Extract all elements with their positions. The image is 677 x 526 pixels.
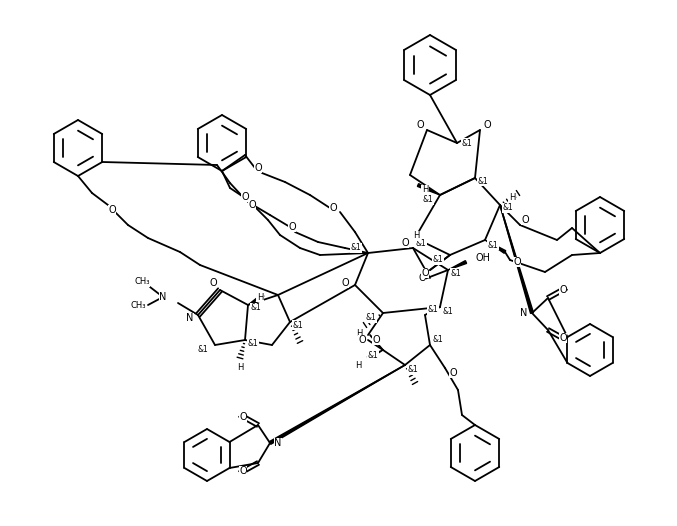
Text: O: O bbox=[372, 335, 380, 345]
Text: H: H bbox=[257, 292, 263, 301]
Polygon shape bbox=[248, 294, 264, 305]
Text: O: O bbox=[421, 268, 429, 278]
Text: O: O bbox=[483, 120, 491, 130]
Polygon shape bbox=[448, 260, 466, 270]
Text: O: O bbox=[239, 466, 247, 476]
Text: O: O bbox=[209, 278, 217, 288]
Polygon shape bbox=[485, 240, 506, 254]
Text: &1: &1 bbox=[248, 339, 259, 348]
Text: &1: &1 bbox=[368, 350, 378, 359]
Text: &1: &1 bbox=[451, 268, 461, 278]
Text: O: O bbox=[108, 205, 116, 215]
Text: O: O bbox=[559, 333, 567, 343]
Text: H: H bbox=[237, 363, 243, 372]
Text: O: O bbox=[239, 412, 247, 422]
Text: O: O bbox=[559, 285, 567, 295]
Text: O: O bbox=[288, 222, 296, 232]
Text: O: O bbox=[341, 278, 349, 288]
Text: &1: &1 bbox=[292, 320, 303, 329]
Text: &1: &1 bbox=[502, 204, 513, 213]
Text: H: H bbox=[355, 360, 362, 369]
Text: N: N bbox=[186, 313, 194, 323]
Text: &1: &1 bbox=[366, 313, 376, 322]
Polygon shape bbox=[418, 184, 440, 195]
Text: OH: OH bbox=[475, 253, 491, 263]
Polygon shape bbox=[368, 350, 383, 359]
Text: H: H bbox=[413, 231, 419, 240]
Text: N: N bbox=[159, 292, 167, 302]
Text: &1: &1 bbox=[428, 306, 439, 315]
Text: O: O bbox=[449, 368, 457, 378]
Text: &1: &1 bbox=[433, 336, 443, 345]
Polygon shape bbox=[269, 365, 405, 444]
Text: &1: &1 bbox=[408, 366, 418, 375]
Text: &1: &1 bbox=[250, 304, 261, 312]
Text: &1: &1 bbox=[478, 177, 488, 186]
Text: &1: &1 bbox=[433, 256, 443, 265]
Text: &1: &1 bbox=[462, 138, 473, 147]
Text: N: N bbox=[274, 438, 282, 448]
Text: CH₃: CH₃ bbox=[130, 300, 146, 309]
Text: O: O bbox=[513, 257, 521, 267]
Text: O: O bbox=[418, 273, 426, 283]
Text: O: O bbox=[401, 238, 409, 248]
Text: &1: &1 bbox=[416, 238, 427, 248]
Text: &1: &1 bbox=[487, 240, 498, 249]
Text: O: O bbox=[521, 215, 529, 225]
Text: O: O bbox=[254, 163, 262, 173]
Text: &1: &1 bbox=[351, 244, 362, 252]
Polygon shape bbox=[500, 205, 533, 313]
Text: &1: &1 bbox=[443, 308, 454, 317]
Text: H: H bbox=[509, 193, 515, 201]
Text: O: O bbox=[416, 120, 424, 130]
Text: H: H bbox=[422, 186, 428, 195]
Text: &1: &1 bbox=[198, 346, 209, 355]
Text: &1: &1 bbox=[422, 196, 433, 205]
Text: CH₃: CH₃ bbox=[134, 278, 150, 287]
Text: O: O bbox=[241, 192, 249, 202]
Text: H: H bbox=[356, 329, 362, 338]
Text: O: O bbox=[329, 203, 337, 213]
Text: N: N bbox=[521, 308, 527, 318]
Text: O: O bbox=[358, 335, 366, 345]
Text: O: O bbox=[248, 200, 256, 210]
